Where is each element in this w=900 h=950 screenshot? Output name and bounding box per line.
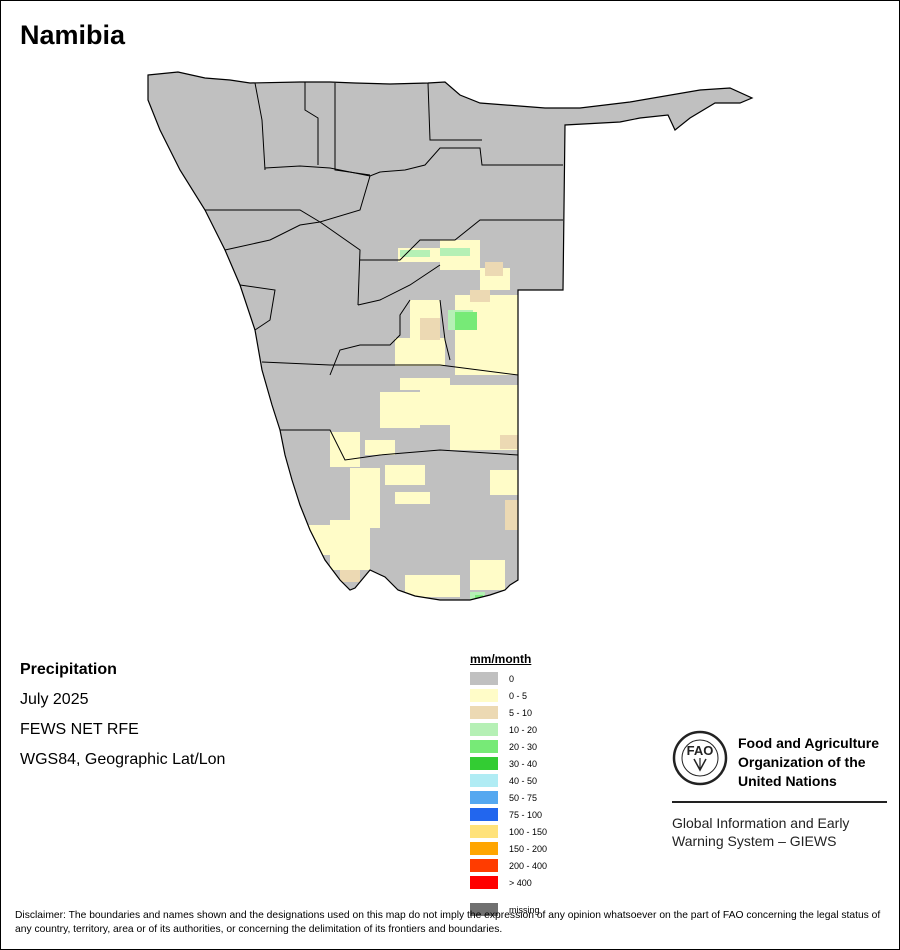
svg-text:FAO: FAO (687, 743, 714, 758)
legend-swatch (470, 689, 498, 702)
namibia-map (147, 71, 754, 601)
legend-swatch (470, 672, 498, 685)
map-title: Namibia (20, 20, 126, 50)
giews-name: Global Information and Early Warning Sys… (672, 815, 850, 849)
legend-label: 100 - 150 (509, 826, 548, 837)
fao-org-name: Food and Agriculture Organization of the… (738, 735, 880, 789)
logo-divider (672, 801, 887, 803)
rain-5-10-patches (340, 262, 518, 582)
legend-label: 0 (509, 673, 515, 684)
disclaimer: Disclaimer: The boundaries and names sho… (15, 910, 881, 935)
legend-label: 0 - 5 (509, 690, 528, 701)
legend: mm/month 0 0 - 5 5 - 10 10 - 20 20 - 30 30 - … (470, 652, 580, 918)
legend-swatch (470, 842, 498, 855)
legend-label: 150 - 200 (509, 843, 548, 854)
legend-swatch (470, 723, 498, 736)
legend-item: 0 (470, 670, 580, 687)
legend-item: 0 - 5 (470, 687, 580, 704)
legend-label: 200 - 400 (509, 860, 548, 871)
legend-item: 200 - 400 (470, 857, 580, 874)
legend-swatch (470, 791, 498, 804)
legend-label: 30 - 40 (509, 758, 538, 769)
legend-item: 30 - 40 (470, 755, 580, 772)
legend-item: 150 - 200 (470, 840, 580, 857)
legend-item: 75 - 100 (470, 806, 580, 823)
legend-swatch (470, 876, 498, 889)
legend-label: 10 - 20 (509, 724, 538, 735)
namibia-landmass (148, 72, 752, 600)
namibia-border (147, 71, 754, 601)
projection: WGS84, Geographic Lat/Lon (20, 751, 226, 768)
map-info: Precipitation July 2025 FEWS NET RFE WGS… (20, 655, 225, 775)
legend-label: 50 - 75 (509, 792, 538, 803)
legend-label: missing (509, 904, 540, 915)
legend-item: 40 - 50 (470, 772, 580, 789)
legend-swatch (470, 903, 498, 916)
legend-item: 50 - 75 (470, 789, 580, 806)
legend-label: 5 - 10 (509, 707, 533, 718)
legend-swatch (470, 859, 498, 872)
legend-title: mm/month (470, 652, 532, 666)
legend-label: 40 - 50 (509, 775, 538, 786)
legend-item: 20 - 30 (470, 738, 580, 755)
legend-swatch (470, 706, 498, 719)
variable-name: Precipitation (20, 661, 117, 678)
legend-item: 5 - 10 (470, 704, 580, 721)
legend-item-missing: missing (470, 901, 580, 918)
legend-swatch (470, 774, 498, 787)
legend-item: 100 - 150 (470, 823, 580, 840)
legend-swatch (470, 740, 498, 753)
legend-item: 10 - 20 (470, 721, 580, 738)
time-period: July 2025 (20, 691, 89, 708)
rain-0-5-patches (305, 240, 518, 597)
legend-label: > 400 (509, 877, 532, 888)
legend-item: > 400 (470, 874, 580, 891)
admin-boundaries (205, 82, 563, 461)
legend-swatch (470, 808, 498, 821)
rainfall-layer (305, 240, 518, 600)
legend-swatch (470, 825, 498, 838)
legend-swatch (470, 757, 498, 770)
legend-label: 75 - 100 (509, 809, 543, 820)
fao-emblem-icon: FAO (672, 730, 728, 786)
data-source: FEWS NET RFE (20, 721, 139, 738)
legend-label: 20 - 30 (509, 741, 538, 752)
